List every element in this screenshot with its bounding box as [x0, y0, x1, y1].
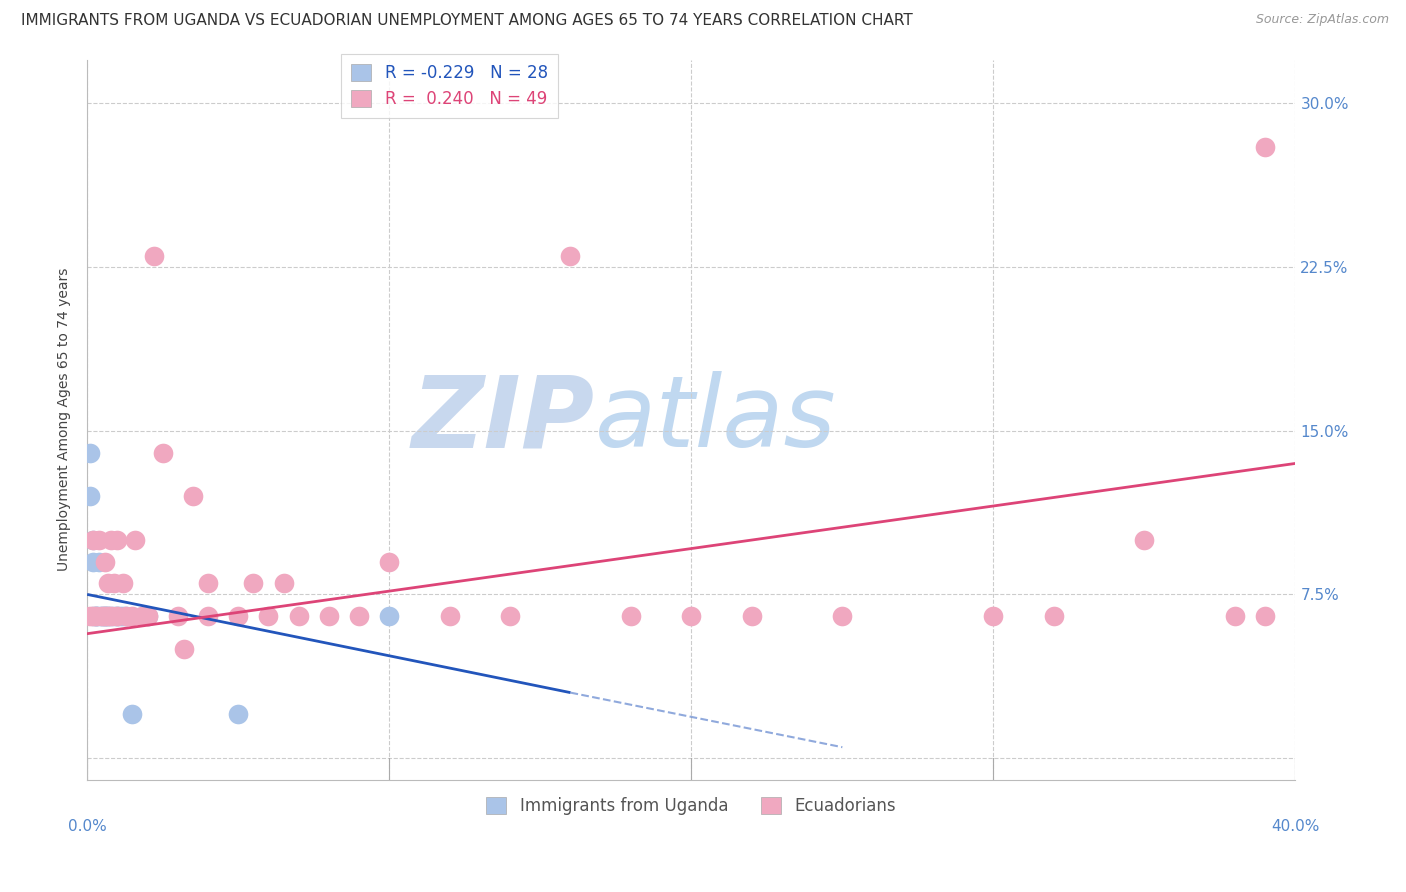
Point — [84, 609, 107, 624]
Point — [152, 445, 174, 459]
Point — [94, 609, 117, 624]
Point — [620, 609, 643, 624]
Point — [84, 609, 107, 624]
Point — [181, 489, 204, 503]
Point — [378, 609, 401, 624]
Text: Source: ZipAtlas.com: Source: ZipAtlas.com — [1256, 13, 1389, 27]
Point — [197, 576, 219, 591]
Point — [121, 707, 143, 722]
Point — [1043, 609, 1066, 624]
Point — [378, 555, 401, 569]
Text: 40.0%: 40.0% — [1271, 819, 1320, 834]
Point — [439, 609, 461, 624]
Point — [91, 609, 114, 624]
Point — [124, 533, 146, 547]
Point — [257, 609, 280, 624]
Point — [79, 609, 101, 624]
Point — [110, 609, 132, 624]
Point — [84, 609, 107, 624]
Point — [82, 533, 104, 547]
Point — [112, 609, 135, 624]
Point — [115, 609, 138, 624]
Point — [91, 609, 114, 624]
Point — [103, 576, 125, 591]
Text: ZIP: ZIP — [412, 371, 595, 468]
Point — [97, 609, 120, 624]
Point — [100, 533, 122, 547]
Point — [226, 609, 249, 624]
Point — [173, 642, 195, 657]
Point — [136, 609, 159, 624]
Text: IMMIGRANTS FROM UGANDA VS ECUADORIAN UNEMPLOYMENT AMONG AGES 65 TO 74 YEARS CORR: IMMIGRANTS FROM UGANDA VS ECUADORIAN UNE… — [21, 13, 912, 29]
Text: atlas: atlas — [595, 371, 837, 468]
Point — [82, 533, 104, 547]
Point — [115, 609, 138, 624]
Point — [166, 609, 188, 624]
Point — [79, 445, 101, 459]
Point — [82, 555, 104, 569]
Point — [347, 609, 370, 624]
Point — [318, 609, 340, 624]
Point — [1133, 533, 1156, 547]
Point — [105, 609, 128, 624]
Point — [112, 576, 135, 591]
Point — [94, 609, 117, 624]
Point — [105, 533, 128, 547]
Point — [273, 576, 295, 591]
Point — [226, 707, 249, 722]
Point — [1254, 609, 1277, 624]
Point — [142, 249, 165, 263]
Point — [91, 609, 114, 624]
Legend: Immigrants from Uganda, Ecuadorians: Immigrants from Uganda, Ecuadorians — [479, 790, 903, 822]
Point — [131, 609, 153, 624]
Point — [121, 609, 143, 624]
Point — [82, 609, 104, 624]
Point — [100, 609, 122, 624]
Point — [136, 609, 159, 624]
Point — [97, 576, 120, 591]
Point — [89, 609, 111, 624]
Point — [831, 609, 853, 624]
Text: 0.0%: 0.0% — [67, 819, 107, 834]
Point — [983, 609, 1005, 624]
Point — [89, 533, 111, 547]
Y-axis label: Unemployment Among Ages 65 to 74 years: Unemployment Among Ages 65 to 74 years — [58, 268, 72, 572]
Point — [94, 609, 117, 624]
Point — [105, 609, 128, 624]
Point — [89, 555, 111, 569]
Point — [1254, 140, 1277, 154]
Point — [197, 609, 219, 624]
Point — [1223, 609, 1246, 624]
Point — [97, 609, 120, 624]
Point — [94, 555, 117, 569]
Point — [100, 609, 122, 624]
Point — [560, 249, 582, 263]
Point — [79, 489, 101, 503]
Point — [84, 609, 107, 624]
Point — [741, 609, 763, 624]
Point — [681, 609, 703, 624]
Point — [287, 609, 309, 624]
Point — [105, 609, 128, 624]
Point — [242, 576, 264, 591]
Point — [94, 609, 117, 624]
Point — [82, 609, 104, 624]
Point — [97, 609, 120, 624]
Point — [499, 609, 522, 624]
Point — [103, 609, 125, 624]
